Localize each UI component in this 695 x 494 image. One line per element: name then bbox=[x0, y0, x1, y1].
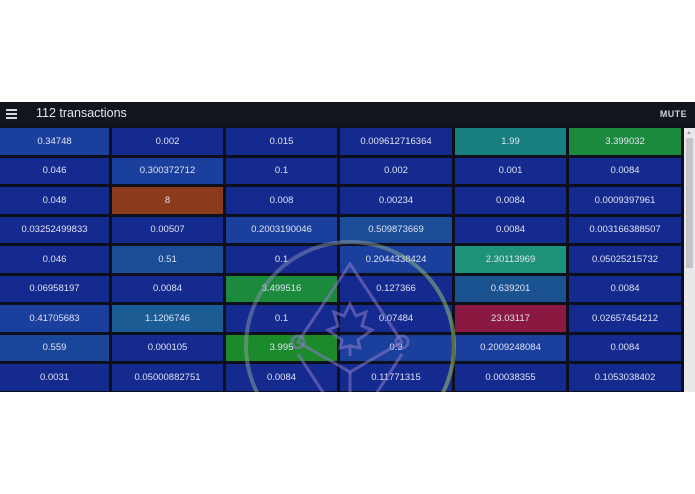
transaction-cell[interactable]: 0.0084 bbox=[569, 275, 681, 302]
scroll-thumb[interactable] bbox=[686, 138, 693, 268]
transaction-cell[interactable]: 0.1 bbox=[226, 246, 337, 273]
transaction-cell[interactable]: 0.06958197 bbox=[0, 275, 109, 302]
transaction-cell[interactable]: 0.0084 bbox=[569, 334, 681, 361]
transaction-cell[interactable]: 0.41705683 bbox=[0, 305, 109, 332]
transaction-cell[interactable]: 0.0084 bbox=[569, 157, 681, 184]
mute-button[interactable]: MUTE bbox=[659, 109, 687, 119]
transaction-cell[interactable]: 0.639201 bbox=[455, 275, 566, 302]
transaction-cell[interactable]: 0.001 bbox=[455, 157, 566, 184]
transaction-cell[interactable]: 0.1053038402 bbox=[569, 364, 681, 391]
transaction-cell[interactable]: 3.499516 bbox=[226, 275, 337, 302]
transaction-cell[interactable]: 0.015 bbox=[226, 128, 337, 155]
transaction-cell[interactable]: 0.05025215732 bbox=[569, 246, 681, 273]
scroll-up-arrow-icon[interactable] bbox=[687, 131, 691, 134]
transaction-cell[interactable]: 0.2003190046 bbox=[226, 216, 337, 243]
transaction-cell[interactable]: 0.00038355 bbox=[455, 364, 566, 391]
transaction-cell[interactable]: 0.00234 bbox=[340, 187, 452, 214]
transaction-cell[interactable]: 0.0009397961 bbox=[569, 187, 681, 214]
transaction-cell[interactable]: 3.995 bbox=[226, 334, 337, 361]
transaction-cell[interactable]: 0.34748 bbox=[0, 128, 109, 155]
transaction-cell[interactable]: 0.11771315 bbox=[340, 364, 452, 391]
transaction-cell[interactable]: 1.99 bbox=[455, 128, 566, 155]
transaction-cell[interactable]: 0.03252499833 bbox=[0, 216, 109, 243]
transaction-cell[interactable]: 0.05000882751 bbox=[112, 364, 223, 391]
transaction-cell[interactable]: 2.30113969 bbox=[455, 246, 566, 273]
transaction-cell[interactable]: 8 bbox=[112, 187, 223, 214]
transaction-cell[interactable]: 0.048 bbox=[0, 187, 109, 214]
transaction-cell[interactable]: 0.009612716364 bbox=[340, 128, 452, 155]
transaction-cell[interactable]: 1.1206746 bbox=[112, 305, 223, 332]
page-title: 112 transactions bbox=[36, 106, 127, 120]
vertical-scrollbar[interactable] bbox=[684, 128, 695, 392]
top-bar: 112 transactions MUTE bbox=[0, 102, 695, 127]
transaction-cell[interactable]: 0.003166388507 bbox=[569, 216, 681, 243]
transaction-cell[interactable]: 23.03117 bbox=[455, 305, 566, 332]
transactions-app: 112 transactions MUTE 0.34748 0.002 0.015 0… bbox=[0, 102, 695, 392]
transaction-cell[interactable]: 0.002 bbox=[340, 157, 452, 184]
hamburger-menu-icon[interactable] bbox=[6, 109, 17, 119]
transaction-cell[interactable]: 0.02657454212 bbox=[569, 305, 681, 332]
transaction-cell[interactable]: 0.2044338424 bbox=[340, 246, 452, 273]
transaction-cell[interactable]: 0.008 bbox=[226, 187, 337, 214]
transaction-cell[interactable]: 0.0031 bbox=[0, 364, 109, 391]
transaction-cell[interactable]: 3.399032 bbox=[569, 128, 681, 155]
transaction-cell[interactable]: 0.07484 bbox=[340, 305, 452, 332]
transaction-cell[interactable]: 0.0084 bbox=[112, 275, 223, 302]
transaction-cell[interactable]: 0.046 bbox=[0, 246, 109, 273]
transaction-cell[interactable]: 0.00507 bbox=[112, 216, 223, 243]
transaction-cell[interactable]: 0.0084 bbox=[455, 187, 566, 214]
transaction-cell[interactable]: 0.51 bbox=[112, 246, 223, 273]
transaction-cell[interactable]: 0.509873669 bbox=[340, 216, 452, 243]
transaction-cell[interactable]: 0.002 bbox=[112, 128, 223, 155]
transaction-cell[interactable]: 0.3 bbox=[340, 334, 452, 361]
transaction-cell[interactable]: 0.046 bbox=[0, 157, 109, 184]
transaction-cell[interactable]: 0.000105 bbox=[112, 334, 223, 361]
transaction-cell[interactable]: 0.1 bbox=[226, 157, 337, 184]
transaction-cell[interactable]: 0.2009248084 bbox=[455, 334, 566, 361]
transactions-grid: 0.34748 0.002 0.015 0.009612716364 1.99 3.399… bbox=[0, 128, 682, 392]
transaction-cell[interactable]: 0.127366 bbox=[340, 275, 452, 302]
transaction-cell[interactable]: 0.559 bbox=[0, 334, 109, 361]
transaction-cell[interactable]: 0.0084 bbox=[226, 364, 337, 391]
transaction-cell[interactable]: 0.1 bbox=[226, 305, 337, 332]
transaction-cell[interactable]: 0.300372712 bbox=[112, 157, 223, 184]
transaction-cell[interactable]: 0.0084 bbox=[455, 216, 566, 243]
